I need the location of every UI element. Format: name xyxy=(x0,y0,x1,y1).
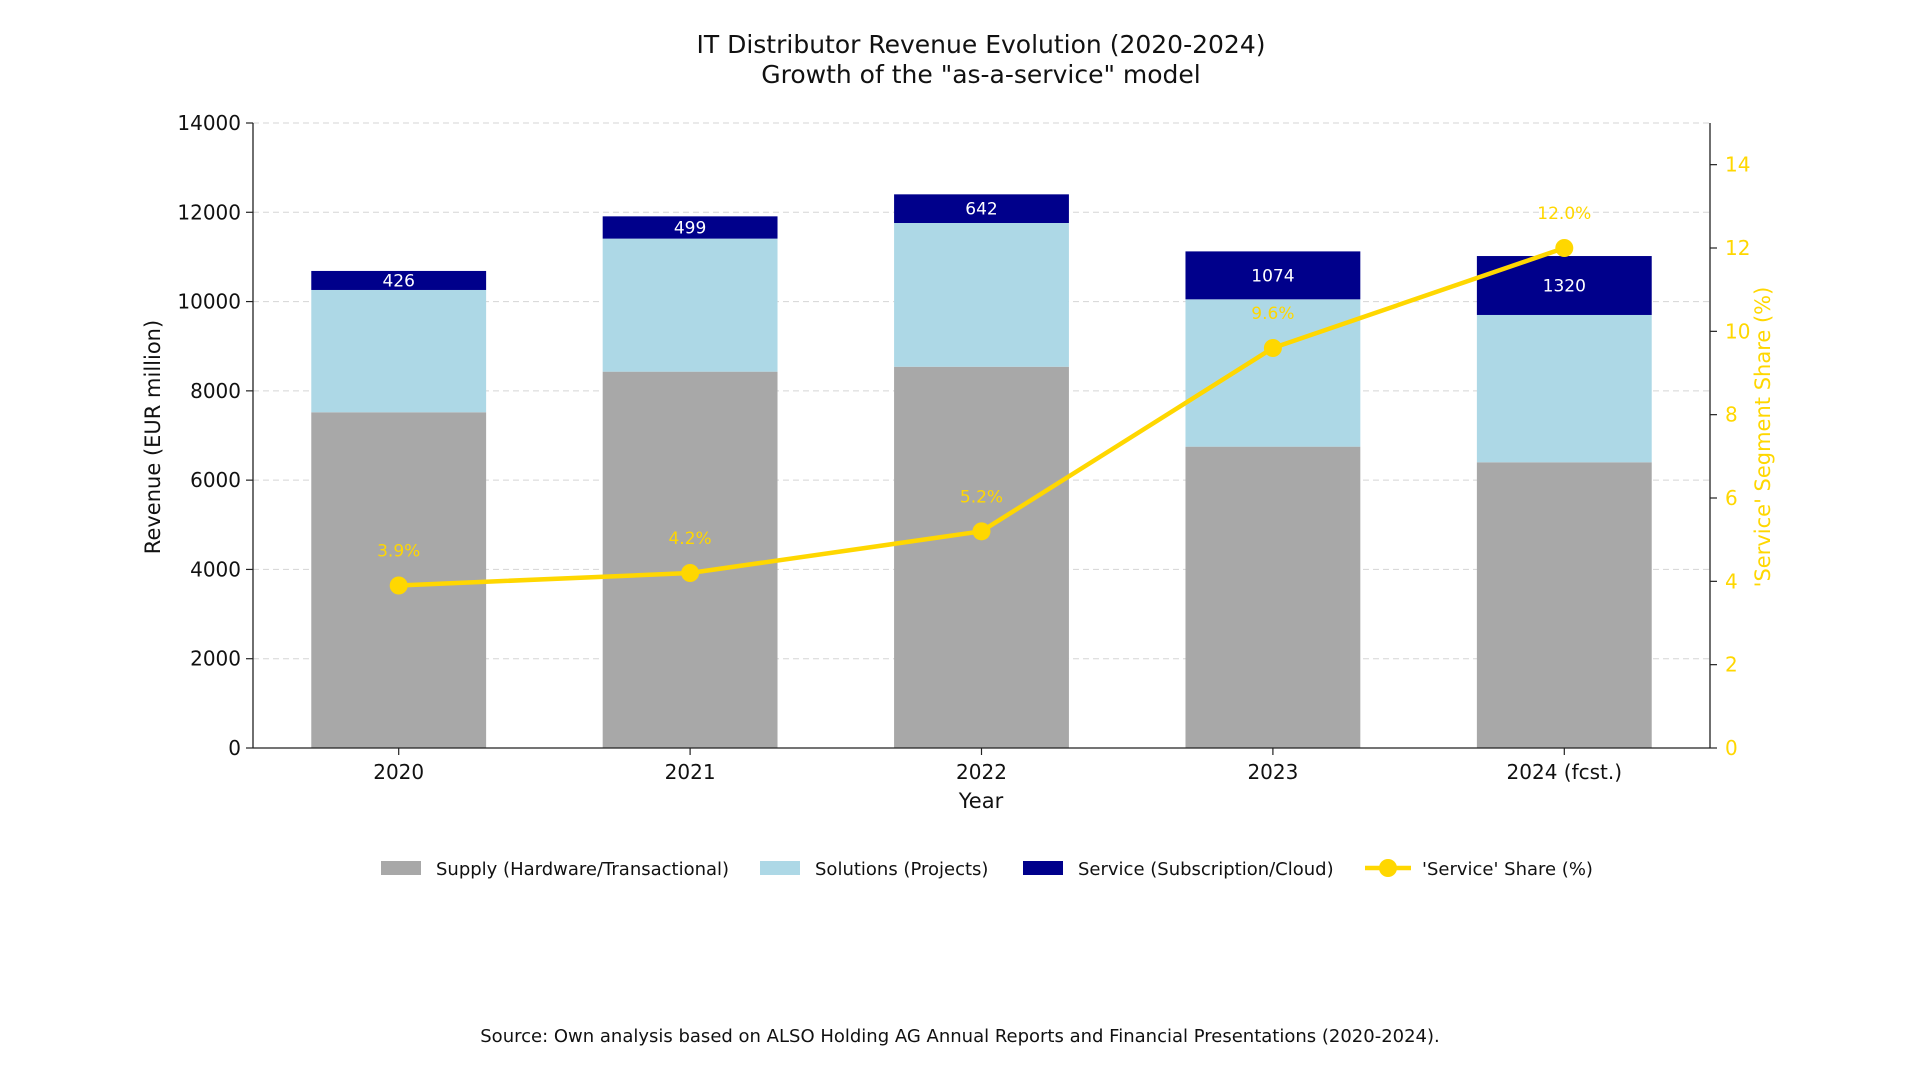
x-tick-label: 2023 xyxy=(1247,760,1298,784)
bar-supply xyxy=(894,366,1069,748)
y-tick-label: 10000 xyxy=(177,290,241,314)
y-tick-label: 0 xyxy=(228,736,241,760)
legend: Supply (Hardware/Transactional) Solutions… xyxy=(381,859,1593,880)
share-label: 5.2% xyxy=(960,487,1003,507)
y2-tick-label: 10 xyxy=(1725,319,1750,343)
x-tick-label: 2020 xyxy=(373,760,424,784)
bar-supply xyxy=(1476,462,1652,748)
service-value-label: 499 xyxy=(674,218,706,238)
share-label: 12.0% xyxy=(1537,204,1591,224)
service-value-label: 1074 xyxy=(1251,266,1294,286)
share-label: 3.9% xyxy=(377,542,420,562)
legend-item-service-swatch xyxy=(1023,861,1063,875)
legend-item-share-marker xyxy=(1379,859,1397,877)
share-line: 3.9% 4.2% 5.2% 9.6% 12.0% xyxy=(377,204,1591,595)
y2-tick-label: 0 xyxy=(1725,736,1738,760)
share-point xyxy=(1263,339,1282,357)
chart-subtitle: Growth of the "as-a-service" model xyxy=(761,60,1201,89)
bar-service xyxy=(602,216,778,239)
bars: 426 499 642 1074 1320 xyxy=(311,194,1652,748)
y2-tick-label: 2 xyxy=(1725,653,1738,677)
source-note: Source: Own analysis based on ALSO Holdi… xyxy=(480,1026,1440,1047)
bar-supply xyxy=(602,371,778,748)
y-axis-label: Revenue (EUR million) xyxy=(141,320,165,554)
share-point xyxy=(972,522,991,541)
y-tick-label: 2000 xyxy=(190,647,241,671)
y2-tick-label: 6 xyxy=(1725,486,1738,510)
bar-supply xyxy=(1185,446,1361,748)
y2-tick-label: 14 xyxy=(1725,153,1750,177)
legend-item-service-label: Service (Subscription/Cloud) xyxy=(1078,859,1334,880)
y-tick-label: 8000 xyxy=(190,379,241,403)
y-tick-label: 4000 xyxy=(190,557,241,581)
share-point xyxy=(681,564,700,582)
gridlines xyxy=(253,122,1710,660)
bar-solutions xyxy=(894,223,1069,367)
share-point xyxy=(1555,239,1574,257)
x-tick-label: 2022 xyxy=(956,760,1007,784)
service-value-label: 426 xyxy=(382,271,414,291)
y-tick-label: 6000 xyxy=(190,468,241,492)
axes: 0 2000 4000 6000 8000 10000 12000 14000 2020 2021… xyxy=(177,111,1750,784)
bar-solutions xyxy=(1185,299,1361,447)
legend-item-solutions-swatch xyxy=(760,861,800,875)
bar-solutions xyxy=(602,238,778,372)
chart-title: IT Distributor Revenue Evolution (2020-2… xyxy=(697,30,1266,59)
y2-tick-label: 4 xyxy=(1725,569,1738,593)
bar-service xyxy=(894,194,1069,223)
share-point xyxy=(389,576,408,595)
y2-tick-label: 12 xyxy=(1725,236,1750,260)
share-label: 9.6% xyxy=(1251,304,1294,324)
service-value-label: 642 xyxy=(965,200,997,220)
y2-axis-label: 'Service' Segment Share (%) xyxy=(1751,287,1775,588)
x-tick-label: 2024 (fcst.) xyxy=(1507,760,1623,784)
legend-item-share-label: 'Service' Share (%) xyxy=(1422,859,1593,880)
x-axis-label: Year xyxy=(958,789,1004,813)
legend-item-solutions-label: Solutions (Projects) xyxy=(815,859,988,880)
y-tick-label: 12000 xyxy=(177,200,241,224)
bar-solutions xyxy=(311,289,487,413)
bar-service xyxy=(1185,251,1361,300)
bar-service xyxy=(311,270,487,290)
service-value-label: 1320 xyxy=(1543,277,1586,297)
legend-item-supply-label: Supply (Hardware/Transactional) xyxy=(436,859,729,880)
x-tick-label: 2021 xyxy=(665,760,716,784)
share-label: 4.2% xyxy=(668,529,711,549)
y-tick-label: 14000 xyxy=(177,111,241,135)
y2-tick-label: 8 xyxy=(1725,403,1738,427)
legend-item-supply-swatch xyxy=(381,861,421,875)
bar-solutions xyxy=(1476,314,1652,463)
